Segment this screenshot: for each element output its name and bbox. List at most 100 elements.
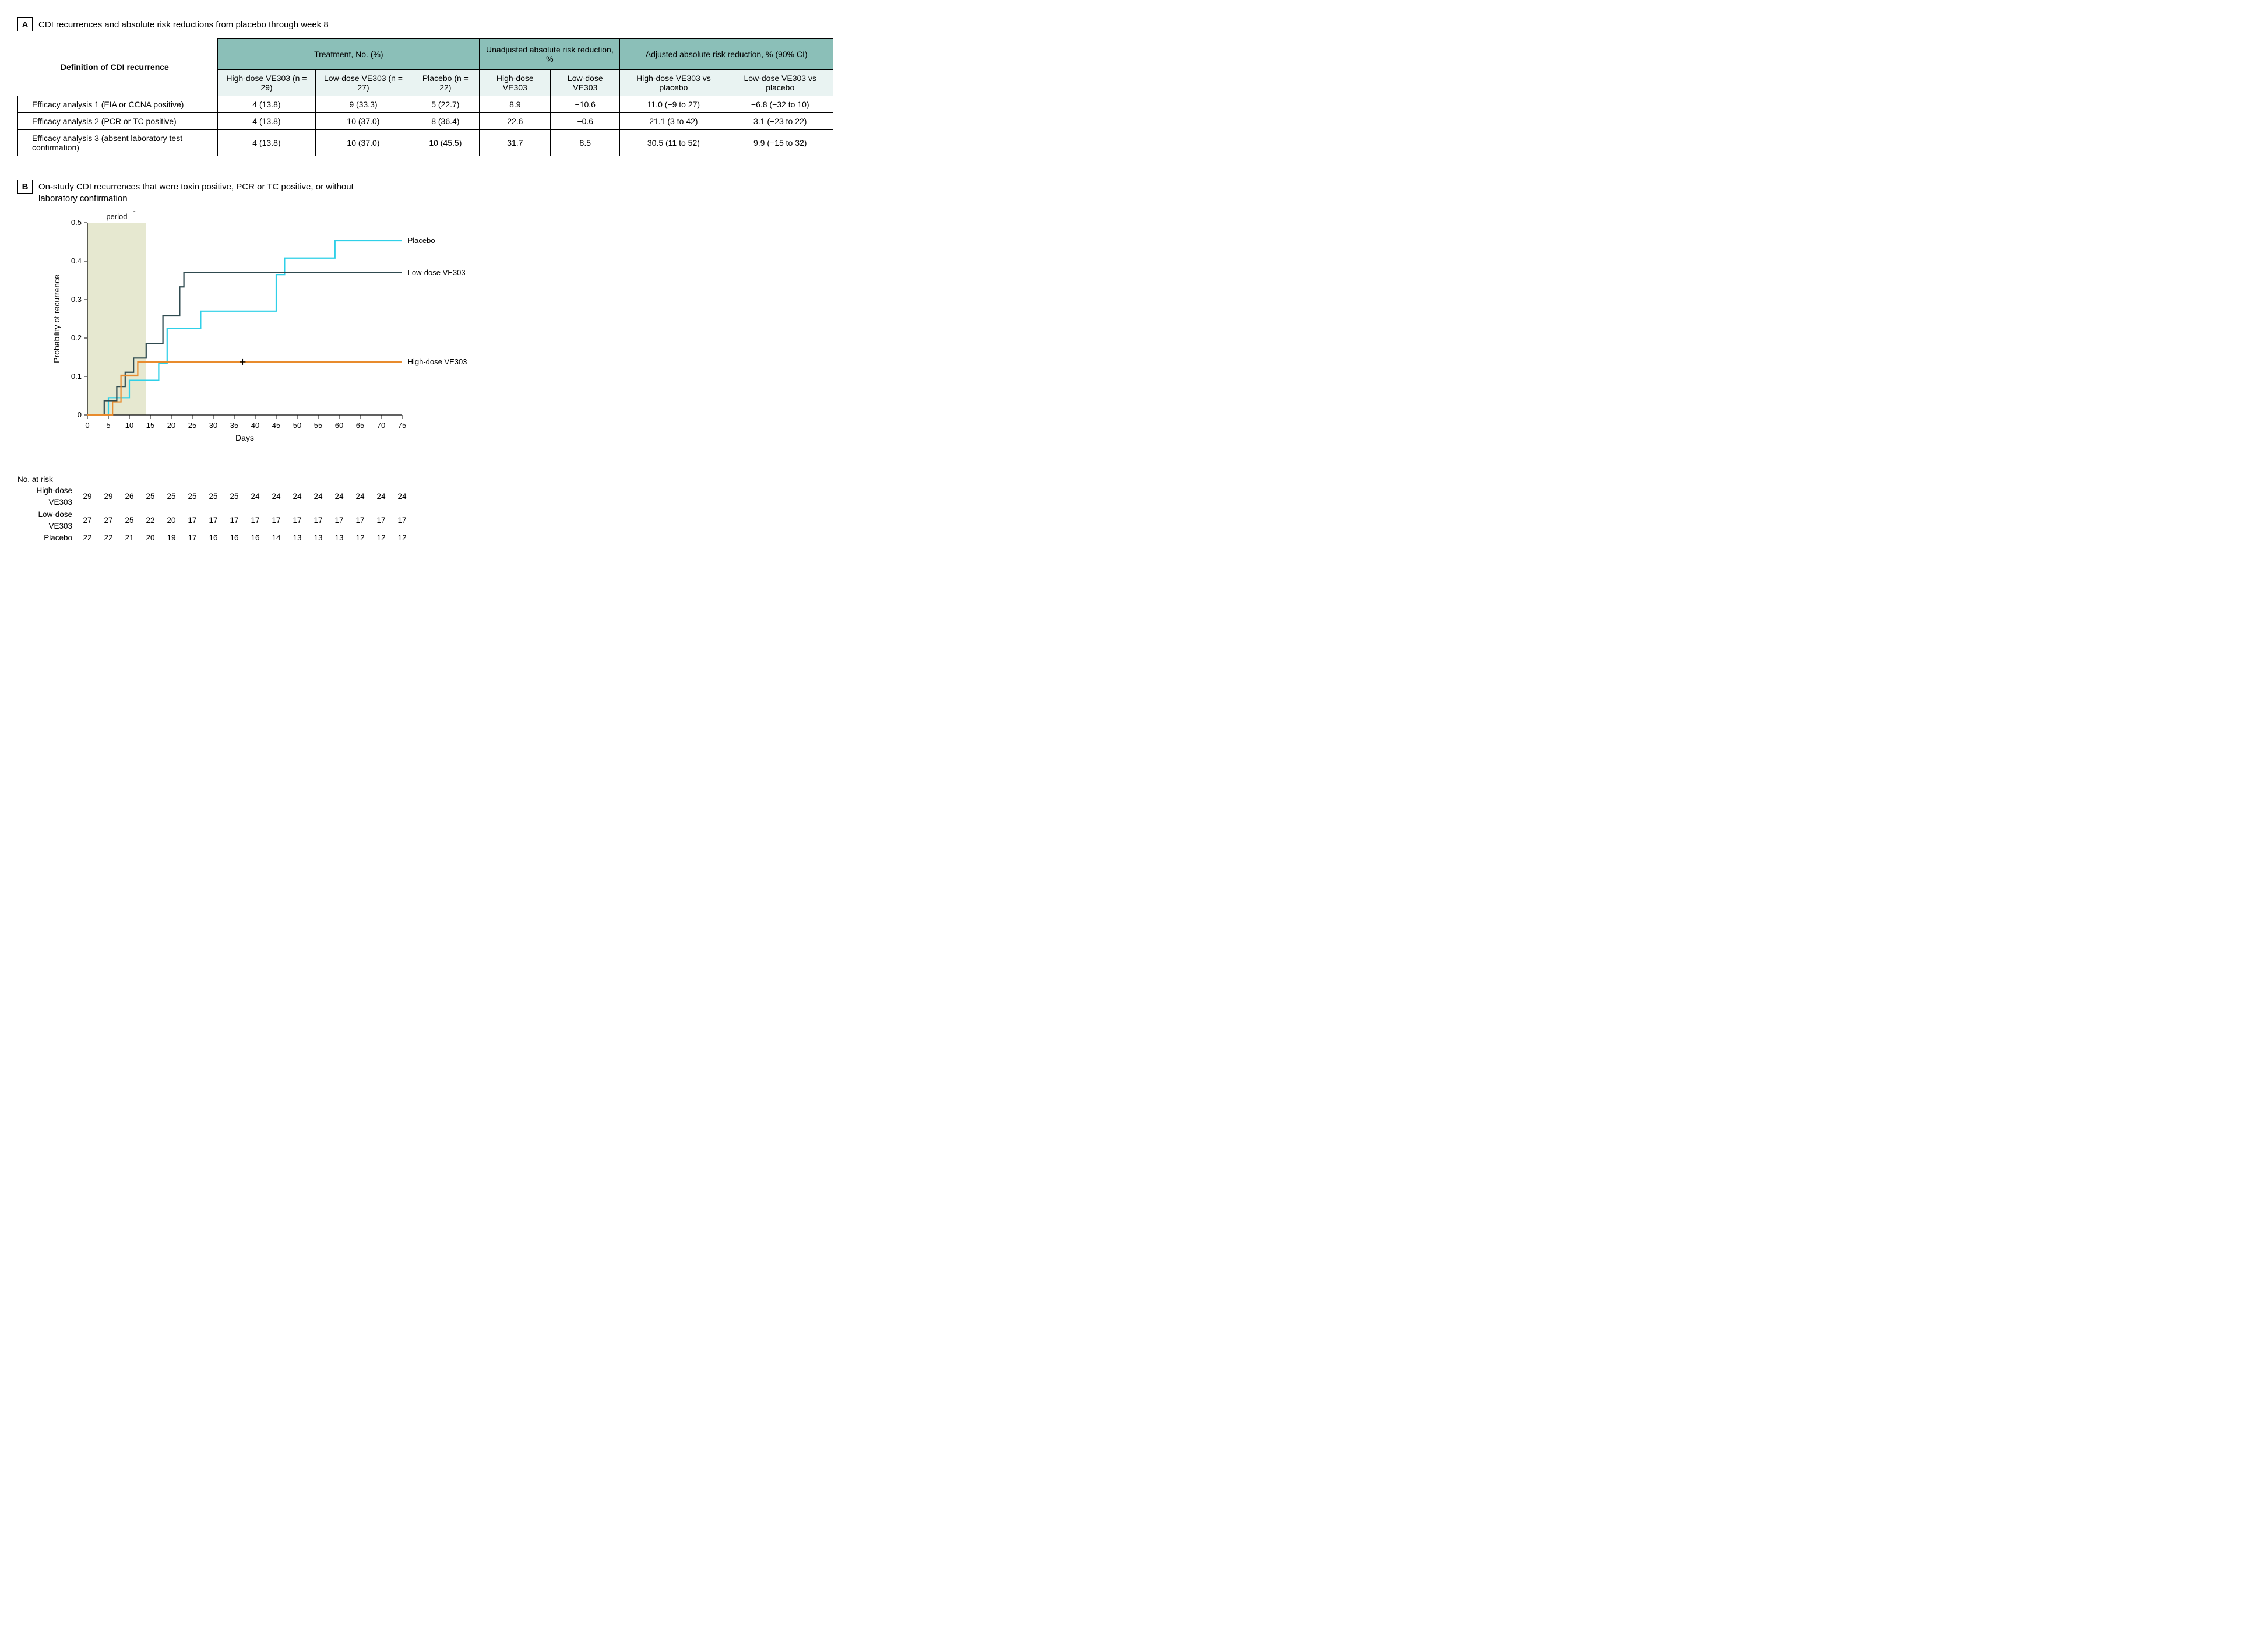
data-cell: −0.6 <box>551 113 620 130</box>
risk-cell: 25 <box>140 491 161 502</box>
risk-cell: 24 <box>245 491 266 502</box>
svg-text:0.4: 0.4 <box>71 256 82 265</box>
svg-text:10: 10 <box>125 421 133 430</box>
svg-text:20: 20 <box>167 421 175 430</box>
svg-text:60: 60 <box>335 421 343 430</box>
risk-cell: 17 <box>245 515 266 526</box>
data-cell: 11.0 (−9 to 27) <box>620 96 727 113</box>
sub-pl: Placebo (n = 22) <box>411 70 480 96</box>
data-cell: 8.9 <box>480 96 551 113</box>
kaplan-meier-chart: 14-d dosingperiod 0 0.1 0.2 0.3 0.4 0.5 0 5 10 15 2… <box>47 211 542 465</box>
data-cell: −6.8 (−32 to 10) <box>727 96 833 113</box>
svg-text:Low-dose VE303: Low-dose VE303 <box>408 268 466 277</box>
km-chart-wrap: 14-d dosingperiod 0 0.1 0.2 0.3 0.4 0.5 0 5 10 15 2… <box>47 211 2251 467</box>
risk-cell: 25 <box>224 491 245 502</box>
svg-text:50: 50 <box>293 421 301 430</box>
sub-hd: High-dose VE303 (n = 29) <box>218 70 315 96</box>
svg-text:65: 65 <box>356 421 364 430</box>
risk-cell: 27 <box>77 515 98 526</box>
risk-row-label: High-dose VE303 <box>17 485 77 509</box>
risk-cell: 12 <box>350 532 371 544</box>
svg-text:25: 25 <box>188 421 196 430</box>
efficacy-table: Definition of CDI recurrence Treatment, … <box>17 38 833 156</box>
svg-text:40: 40 <box>251 421 259 430</box>
risk-cell: 22 <box>98 532 119 544</box>
risk-cell: 20 <box>140 532 161 544</box>
svg-text:0.3: 0.3 <box>71 295 82 304</box>
svg-text:0.1: 0.1 <box>71 372 82 381</box>
sub-ahd: High-dose VE303 vs placebo <box>620 70 727 96</box>
svg-text:0: 0 <box>78 410 82 419</box>
sub-uld: Low-dose VE303 <box>551 70 620 96</box>
panel-b-letter: B <box>17 180 33 194</box>
svg-text:0.2: 0.2 <box>71 333 82 342</box>
risk-row: Placebo22222120191716161614131313121212 <box>17 532 2251 544</box>
svg-text:0.5: 0.5 <box>71 218 82 227</box>
risk-cell: 12 <box>371 532 392 544</box>
group-header-treatment: Treatment, No. (%) <box>218 39 480 70</box>
risk-cell: 17 <box>350 515 371 526</box>
data-cell: −10.6 <box>551 96 620 113</box>
data-cell: 21.1 (3 to 42) <box>620 113 727 130</box>
data-cell: 4 (13.8) <box>218 96 315 113</box>
table-row: Efficacy analysis 2 (PCR or TC positive)… <box>18 113 833 130</box>
svg-text:0: 0 <box>85 421 89 430</box>
data-cell: 10 (37.0) <box>315 113 411 130</box>
risk-cell: 25 <box>119 515 140 526</box>
risk-cell: 12 <box>392 532 413 544</box>
panel-a-letter: A <box>17 17 33 31</box>
data-cell: 22.6 <box>480 113 551 130</box>
data-cell: 8.5 <box>551 130 620 156</box>
row-label-cell: Efficacy analysis 3 (absent laboratory t… <box>18 130 218 156</box>
risk-cell: 13 <box>287 532 308 544</box>
table-row: Efficacy analysis 1 (EIA or CCNA positiv… <box>18 96 833 113</box>
risk-row-label: Low-dose VE303 <box>17 509 77 533</box>
risk-cell: 17 <box>287 515 308 526</box>
svg-text:30: 30 <box>209 421 217 430</box>
sub-ald: Low-dose VE303 vs placebo <box>727 70 833 96</box>
sub-ld: Low-dose VE303 (n = 27) <box>315 70 411 96</box>
risk-cell: 24 <box>392 491 413 502</box>
data-cell: 3.1 (−23 to 22) <box>727 113 833 130</box>
risk-cell: 14 <box>266 532 287 544</box>
risk-cell: 17 <box>392 515 413 526</box>
risk-cell: 17 <box>308 515 329 526</box>
svg-text:45: 45 <box>272 421 280 430</box>
risk-cell: 16 <box>203 532 224 544</box>
risk-cell: 25 <box>161 491 182 502</box>
data-cell: 5 (22.7) <box>411 96 480 113</box>
risk-cell: 22 <box>77 532 98 544</box>
svg-text:Days: Days <box>235 433 254 442</box>
svg-text:period: period <box>106 212 127 221</box>
data-cell: 10 (37.0) <box>315 130 411 156</box>
panel-a-title: CDI recurrences and absolute risk reduct… <box>38 17 329 31</box>
svg-text:35: 35 <box>230 421 238 430</box>
data-cell: 31.7 <box>480 130 551 156</box>
risk-row-label: Placebo <box>17 532 77 544</box>
risk-cell: 29 <box>98 491 119 502</box>
svg-text:5: 5 <box>106 421 110 430</box>
sub-uhd: High-dose VE303 <box>480 70 551 96</box>
risk-title: No. at risk <box>17 475 2251 484</box>
data-cell: 4 (13.8) <box>218 130 315 156</box>
panel-b-header: B On-study CDI recurrences that were tox… <box>17 180 2251 204</box>
risk-cell: 24 <box>371 491 392 502</box>
data-cell: 9.9 (−15 to 32) <box>727 130 833 156</box>
data-cell: 30.5 (11 to 52) <box>620 130 727 156</box>
risk-cell: 24 <box>350 491 371 502</box>
risk-cell: 13 <box>329 532 350 544</box>
risk-row: High-dose VE3032929262525252525242424242… <box>17 485 2251 509</box>
svg-text:15: 15 <box>146 421 154 430</box>
risk-cell: 17 <box>182 515 203 526</box>
svg-text:14-d dosing: 14-d dosing <box>97 211 136 212</box>
risk-cell: 19 <box>161 532 182 544</box>
svg-text:Probability of recurrence: Probability of recurrence <box>52 275 61 363</box>
svg-text:55: 55 <box>314 421 322 430</box>
risk-cell: 21 <box>119 532 140 544</box>
risk-cell: 20 <box>161 515 182 526</box>
risk-cell: 25 <box>203 491 224 502</box>
svg-text:Placebo: Placebo <box>408 236 435 245</box>
panel-b-title: On-study CDI recurrences that were toxin… <box>38 180 365 204</box>
risk-cell: 24 <box>287 491 308 502</box>
risk-cell: 29 <box>77 491 98 502</box>
